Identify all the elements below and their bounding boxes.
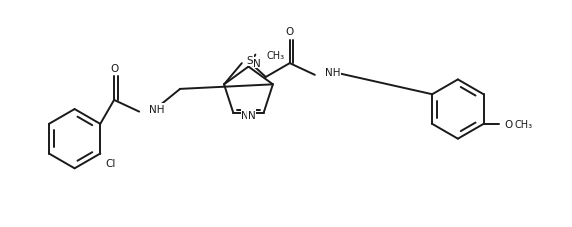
Text: S: S (247, 56, 253, 66)
Text: CH₃: CH₃ (266, 50, 284, 60)
Text: NH: NH (149, 104, 165, 114)
Text: O: O (505, 119, 513, 129)
Text: N: N (241, 111, 249, 121)
Text: CH₃: CH₃ (514, 119, 533, 129)
Text: N: N (253, 58, 261, 68)
Text: O: O (110, 63, 118, 73)
Text: N: N (248, 111, 256, 121)
Text: NH: NH (325, 68, 340, 77)
Text: Cl: Cl (105, 159, 116, 169)
Text: O: O (285, 27, 294, 37)
